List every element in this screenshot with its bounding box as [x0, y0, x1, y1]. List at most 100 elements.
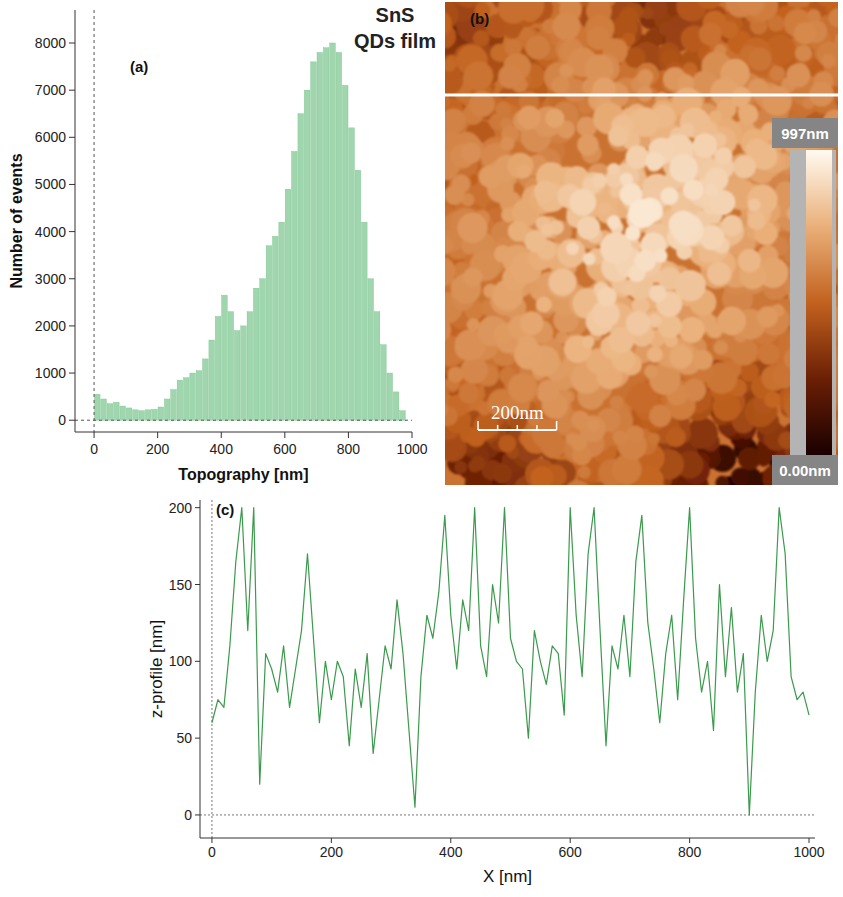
title: SnS: [376, 4, 415, 26]
x-tick-label: 800: [678, 844, 702, 860]
grain: [669, 345, 692, 368]
x-tick: [284, 432, 285, 438]
y-tick-label: 0: [58, 412, 66, 428]
grain: [517, 335, 537, 355]
grain: [628, 199, 657, 228]
bar: [304, 90, 310, 420]
x-tick: [348, 432, 349, 438]
x-tick: [157, 432, 158, 438]
grain: [626, 145, 650, 169]
bar: [368, 279, 374, 420]
y-tick: [69, 43, 75, 44]
bar: [209, 340, 215, 420]
grain: [598, 202, 610, 214]
bar: [273, 236, 279, 420]
bar: [234, 331, 240, 421]
grain: [552, 12, 580, 40]
histogram-bars: [94, 43, 405, 420]
bar: [139, 411, 145, 420]
y-tick: [195, 814, 200, 815]
grain: [666, 427, 686, 447]
bar: [215, 316, 221, 420]
grain: [508, 373, 537, 402]
scale-bar-tick: [477, 421, 479, 430]
bar: [228, 312, 234, 420]
x-tick: [809, 838, 810, 843]
grain: [669, 211, 697, 239]
colorbar-frame: [790, 150, 836, 455]
grain: [786, 64, 810, 88]
line-group: [212, 508, 809, 815]
bar: [266, 246, 272, 420]
bar: [323, 48, 329, 420]
bar: [342, 85, 348, 420]
grain: [517, 106, 541, 130]
grain: [473, 30, 490, 47]
grain: [541, 223, 554, 236]
grain: [445, 317, 451, 343]
grain: [626, 311, 651, 336]
zero-line: [94, 10, 95, 432]
x-axis: [75, 432, 412, 433]
grain: [738, 105, 758, 125]
bar: [133, 410, 139, 420]
grain: [534, 181, 556, 203]
y-tick: [195, 661, 200, 662]
y-tick: [195, 584, 200, 585]
grain: [545, 109, 564, 128]
bar: [349, 128, 355, 420]
grain: [731, 468, 749, 485]
bar: [387, 373, 393, 420]
x-tick-label: 400: [210, 441, 234, 457]
grain: [718, 307, 746, 335]
grain: [707, 262, 731, 286]
scale-bar-tick: [497, 425, 499, 430]
y-tick-label: 150: [169, 577, 193, 593]
grain: [714, 147, 732, 165]
grain: [458, 383, 479, 404]
bar: [362, 222, 368, 420]
grain: [687, 418, 718, 449]
bar: [317, 52, 323, 420]
scale-bar-tick: [536, 425, 538, 430]
scale-bar-tick: [556, 421, 558, 430]
grain: [721, 215, 743, 237]
bar: [355, 170, 361, 420]
bar: [247, 312, 253, 420]
bar: [222, 295, 228, 420]
grain: [816, 2, 838, 7]
y-tick: [69, 137, 75, 138]
y-tick-label: 3000: [35, 271, 66, 287]
x-tick-label: 1000: [793, 844, 824, 860]
grain: [496, 101, 512, 117]
bar: [336, 52, 342, 420]
y-tick-label: 6000: [35, 129, 66, 145]
grain: [566, 242, 579, 255]
afm-image: [445, 2, 838, 485]
grain: [564, 480, 591, 485]
x-axis-title: Topography [nm]: [178, 466, 308, 483]
afm-background: [445, 2, 838, 485]
grain: [705, 184, 717, 196]
grain: [645, 152, 664, 171]
x-tick: [450, 838, 451, 843]
bar: [94, 394, 100, 420]
grain: [693, 133, 718, 158]
grain: [537, 386, 554, 403]
bar: [120, 406, 126, 420]
grain: [508, 153, 534, 179]
grain: [748, 47, 771, 70]
x-tick: [689, 838, 690, 843]
grain: [747, 185, 777, 215]
grain: [493, 464, 512, 483]
grain: [625, 225, 640, 240]
y-tick-label: 4000: [35, 224, 66, 240]
bar: [101, 399, 107, 420]
bar: [196, 371, 202, 421]
grain: [683, 180, 704, 201]
grain: [536, 297, 552, 313]
grain: [577, 216, 600, 239]
y-tick-label: 7000: [35, 82, 66, 98]
y-tick-label: 200: [169, 500, 193, 516]
grain: [457, 213, 487, 243]
